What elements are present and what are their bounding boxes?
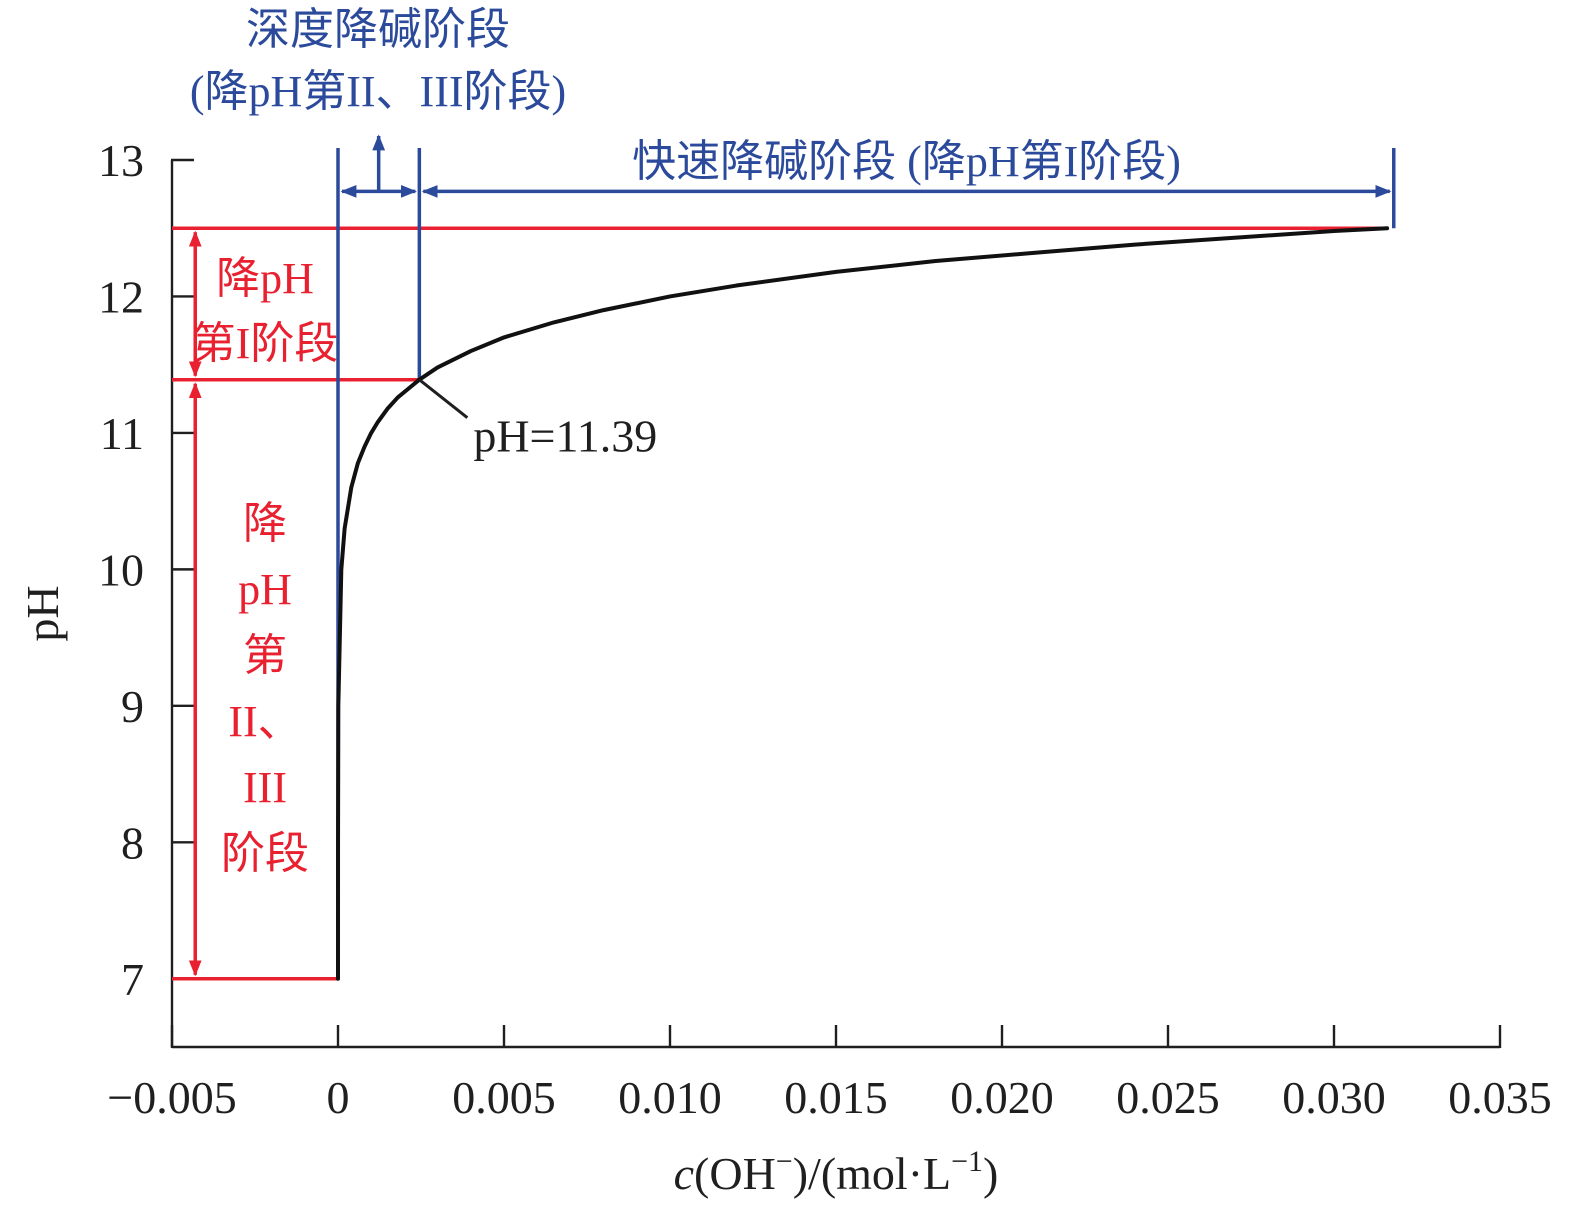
axes: 7 8 9 10 11 12 13 −0.005 0 0.005 0.010 0.015 0.020 0.… — [17, 135, 1552, 1199]
x-tick-label: 0.005 — [452, 1072, 556, 1123]
y-tick-label: 10 — [98, 544, 144, 595]
x-tick-label: 0.015 — [784, 1072, 888, 1123]
fast-stage-label: 快速降碱阶段 (降pH第I阶段) — [632, 137, 1181, 186]
stage23-label-line: III — [243, 763, 287, 812]
x-tick-label: 0.010 — [618, 1072, 722, 1123]
series-layer — [336, 226, 1390, 981]
stage1-label-line: 降pH — [216, 254, 314, 303]
annotations — [172, 134, 1396, 981]
stage23-label-line: 第 — [243, 631, 287, 680]
series-line — [336, 226, 1390, 981]
y-tick-label: 12 — [98, 271, 144, 322]
y-tick-label: 9 — [121, 681, 144, 732]
stage23-label-line: 降 — [243, 499, 287, 548]
deep-stage-label-line: (降pH第II、III阶段) — [190, 67, 566, 116]
deep-stage-label-line: 深度降碱阶段 — [246, 5, 510, 54]
x-tick-label: 0.020 — [950, 1072, 1054, 1123]
stage1-label-line: 第I阶段 — [192, 319, 339, 368]
y-tick-label: 11 — [100, 408, 144, 459]
y-tick-label: 7 — [121, 954, 144, 1005]
x-tick-label: 0.025 — [1116, 1072, 1220, 1123]
x-tick-label: 0 — [327, 1072, 350, 1123]
labels: pH=11.39降pH第I阶段降pH第II、III阶段深度降碱阶段(降pH第II… — [190, 5, 1181, 878]
x-tick-label: −0.005 — [107, 1072, 236, 1123]
point-label: pH=11.39 — [473, 411, 657, 462]
stage23-label-line: II、 — [228, 697, 301, 746]
x-tick-label: 0.030 — [1282, 1072, 1386, 1123]
stage23-label-line: 阶段 — [221, 829, 309, 878]
x-tick-label: 0.035 — [1448, 1072, 1552, 1123]
point-leader-line — [418, 378, 469, 419]
y-axis-title: pH — [17, 585, 68, 641]
y-tick-label: 8 — [121, 817, 144, 868]
y-tick-label: 13 — [98, 135, 144, 186]
x-axis-title: c(OH−)/(mol·L−1) — [674, 1145, 999, 1199]
stage23-label-line: pH — [238, 565, 292, 614]
